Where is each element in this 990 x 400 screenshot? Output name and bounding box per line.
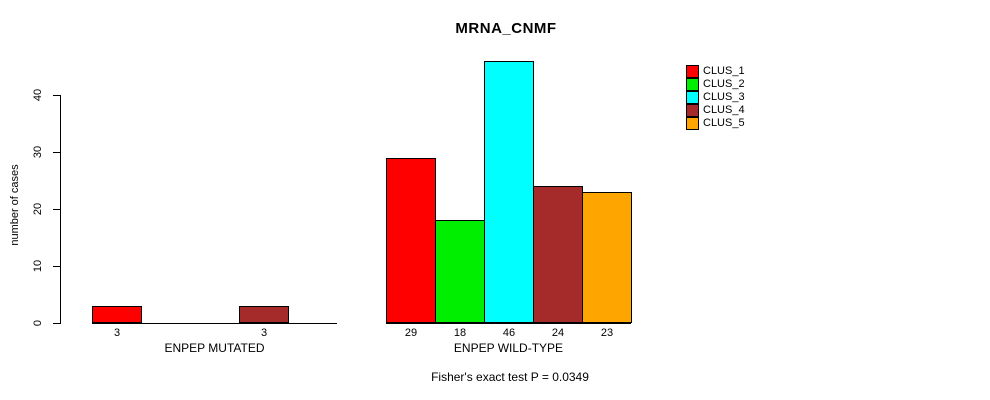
- legend-swatch: [686, 91, 699, 104]
- legend-label: CLUS_2: [703, 78, 745, 90]
- bar-value-label: 23: [600, 327, 614, 339]
- bar-clus_4: [239, 306, 289, 323]
- bar-clus_1: [386, 158, 436, 323]
- y-tick: [53, 266, 61, 267]
- legend-item-clus_1: CLUS_1: [686, 65, 745, 78]
- legend-swatch: [686, 65, 699, 78]
- legend-label: CLUS_5: [703, 117, 745, 129]
- fisher-test-annotation: Fisher's exact test P = 0.0349: [431, 370, 589, 384]
- bar-value-label: 18: [453, 327, 467, 339]
- bar-value-label: 3: [113, 327, 121, 339]
- legend-label: CLUS_3: [703, 91, 745, 103]
- bar-group-enpep-wild-type: 29 18 46 24 23 ENPEP WILD-TYPE: [386, 0, 632, 400]
- bar-value-label: 3: [260, 327, 268, 339]
- y-tick-label: 0: [32, 319, 44, 327]
- y-tick-label: 30: [32, 145, 44, 159]
- y-tick-label: 20: [32, 202, 44, 216]
- bar-group-enpep-mutated: 3 3 ENPEP MUTATED: [92, 0, 338, 400]
- legend-swatch: [686, 117, 699, 130]
- legend-item-clus_2: CLUS_2: [686, 78, 745, 91]
- bar-clus_1: [92, 306, 142, 323]
- y-tick: [53, 209, 61, 210]
- y-tick-label: 40: [32, 88, 44, 102]
- legend-item-clus_5: CLUS_5: [686, 117, 745, 130]
- bar-value-label: 24: [551, 327, 565, 339]
- x-baseline-wild-type: [386, 323, 631, 324]
- y-tick-label: 10: [32, 259, 44, 273]
- legend-label: CLUS_4: [703, 104, 745, 116]
- y-tick: [53, 95, 61, 96]
- x-baseline-mutated: [92, 323, 337, 324]
- bar-clus_4: [533, 186, 583, 323]
- y-tick: [53, 152, 61, 153]
- legend: CLUS_1 CLUS_2 CLUS_3 CLUS_4 CLUS_5: [686, 65, 745, 130]
- y-tick: [53, 323, 61, 324]
- legend-item-clus_3: CLUS_3: [686, 91, 745, 104]
- group-label-enpep-wild-type: ENPEP WILD-TYPE: [453, 341, 564, 355]
- bar-clus_2: [435, 220, 485, 323]
- bar-clus_3: [484, 61, 534, 323]
- group-label-enpep-mutated: ENPEP MUTATED: [164, 341, 265, 355]
- legend-swatch: [686, 104, 699, 117]
- chart-title: MRNA_CNMF: [455, 20, 557, 37]
- bar-value-label: 46: [502, 327, 516, 339]
- bar-value-label: 29: [404, 327, 418, 339]
- bar-clus_5: [582, 192, 632, 323]
- legend-label: CLUS_1: [703, 65, 745, 77]
- legend-swatch: [686, 78, 699, 91]
- legend-item-clus_4: CLUS_4: [686, 104, 745, 117]
- y-axis-title: number of cases: [9, 164, 21, 246]
